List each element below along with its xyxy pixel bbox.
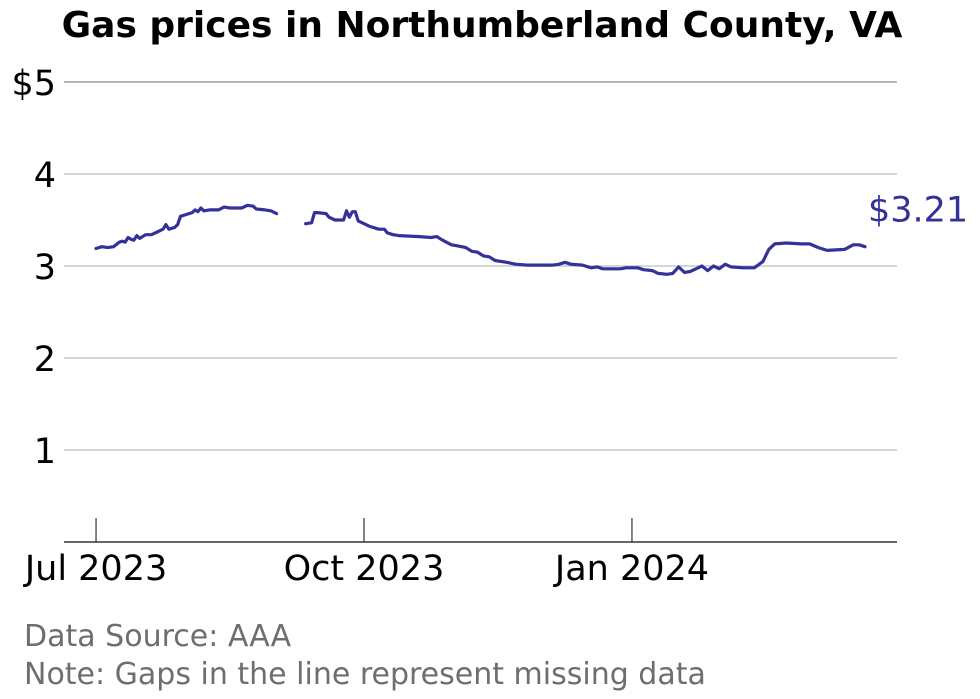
- y-tick-label: 3: [34, 248, 56, 288]
- y-tick-label: 1: [34, 432, 56, 472]
- price-line-segment: [304, 209, 867, 276]
- y-tick-label: 4: [34, 156, 56, 196]
- price-line: [94, 203, 867, 276]
- data-source: Data Source: AAA: [24, 619, 292, 654]
- y-tick-label: 2: [34, 340, 56, 380]
- latest-price-label: $3.21: [868, 191, 968, 231]
- footnote: Note: Gaps in the line represent missing…: [24, 657, 706, 692]
- y-axis: $5 4 3 2 1: [11, 64, 56, 472]
- x-tick-label: Jan 2024: [553, 549, 709, 589]
- gridlines: [64, 81, 897, 451]
- x-tick-label: Jul 2023: [23, 549, 167, 589]
- chart-title: Gas prices in Northumberland County, VA: [62, 5, 903, 46]
- x-axis: Jul 2023 Oct 2023 Jan 2024: [23, 518, 897, 589]
- x-tick-label: Oct 2023: [284, 549, 445, 589]
- price-line-segment: [94, 203, 279, 251]
- y-tick-label: $5: [11, 64, 56, 104]
